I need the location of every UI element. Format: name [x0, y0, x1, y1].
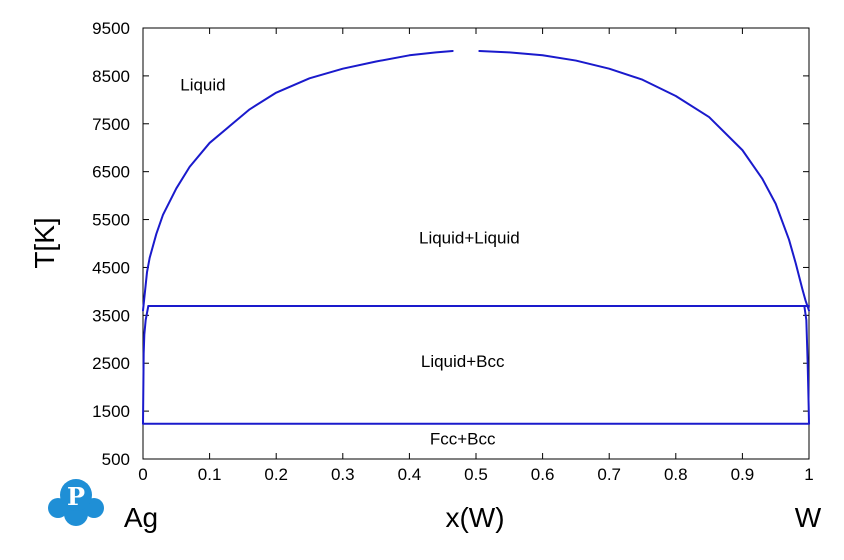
- x-tick-label: 0.8: [664, 465, 688, 484]
- series-line-miscibility-gap-right: [478, 49, 810, 312]
- series-line-miscibility-gap-left: [142, 49, 454, 312]
- pandat-logo-icon: P: [48, 479, 104, 526]
- x-tick-label: 0.5: [464, 465, 488, 484]
- x-tick-label: 1: [804, 465, 813, 484]
- element-right-label: W: [795, 502, 822, 533]
- y-tick-label: 9500: [92, 19, 130, 38]
- y-tick-label: 1500: [92, 402, 130, 421]
- y-tick-label: 3500: [92, 306, 130, 325]
- y-tick-label: 8500: [92, 67, 130, 86]
- y-tick-label: 7500: [92, 115, 130, 134]
- region-label: Liquid+Bcc: [421, 352, 505, 371]
- x-tick-label: 0.1: [198, 465, 222, 484]
- x-axis-title: x(W): [445, 502, 504, 533]
- region-label: Liquid+Liquid: [419, 229, 520, 248]
- y-tick-label: 6500: [92, 163, 130, 182]
- x-tick-label: 0: [138, 465, 147, 484]
- element-left-label: Ag: [124, 502, 158, 533]
- x-tick-label: 0.4: [398, 465, 422, 484]
- region-label: Fcc+Bcc: [430, 430, 496, 449]
- region-label: Liquid: [180, 75, 225, 94]
- x-tick-label: 0.6: [531, 465, 555, 484]
- x-tick-label: 0.7: [597, 465, 621, 484]
- x-tick-label: 0.9: [731, 465, 755, 484]
- logo-letter: P: [67, 482, 85, 511]
- series-line-liquidus-left: [142, 305, 150, 425]
- x-tick-label: 0.3: [331, 465, 355, 484]
- y-tick-label: 500: [102, 450, 130, 469]
- x-tick-label: 0.2: [264, 465, 288, 484]
- y-tick-label: 2500: [92, 354, 130, 373]
- y-axis-title: T[K]: [29, 217, 60, 268]
- y-tick-label: 4500: [92, 258, 130, 277]
- series-line-liquidus-right: [803, 305, 810, 425]
- plot-area: 0 0.1 0.2 0.3 0.4 0.5 0.6 0.7 0.8 0.9 150015002500…: [92, 19, 814, 484]
- y-tick-label: 5500: [92, 211, 130, 230]
- y-axis-title-group: T[K]: [29, 217, 60, 268]
